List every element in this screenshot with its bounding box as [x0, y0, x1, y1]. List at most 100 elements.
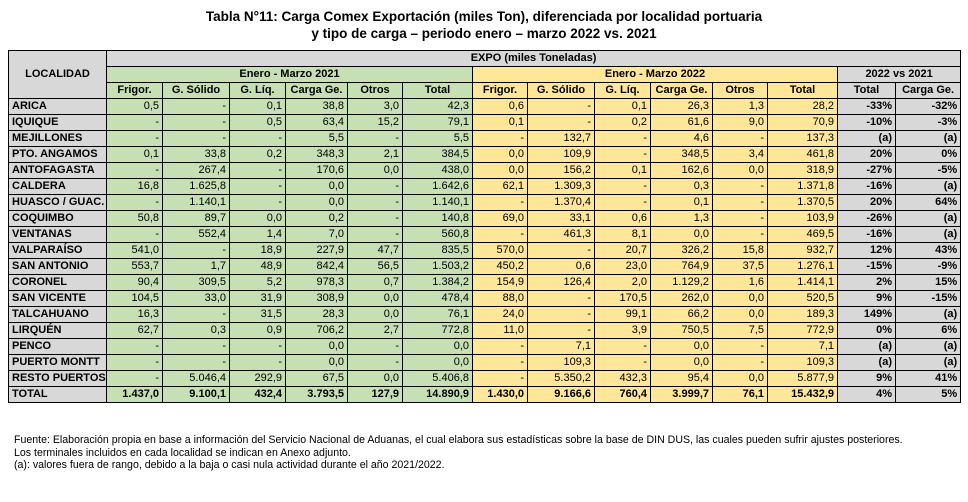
cell-2021: -	[347, 338, 403, 355]
cell-2022: -	[594, 146, 651, 163]
cell-2022: -	[594, 194, 651, 211]
cell-2022: -	[712, 194, 768, 211]
cell-2021: 79,1	[402, 114, 473, 131]
cell-2022: 62,1	[472, 178, 528, 195]
cell-2022: 0,0	[472, 146, 528, 163]
table-row: MEJILLONES - - -5,5-5,5-132,7-4,6-137,3 (a)(…	[8, 130, 962, 147]
cell-2022: -	[472, 130, 528, 147]
cell-comparison: -15%	[837, 258, 896, 275]
table-row: PENCO - - -0,0-0,0-7,1-0,0-7,1 (a) (a)	[8, 338, 962, 355]
cell-2022: 1.371,8	[767, 178, 838, 195]
col-header-2022: Frigor.	[472, 82, 528, 99]
cell-2021: 0,0	[347, 306, 403, 323]
cell-2022: 932,7	[767, 242, 838, 259]
cell-2022: 99,1	[594, 306, 651, 323]
cell-2022: -	[527, 98, 595, 115]
cell-2022: 88,0	[472, 290, 528, 307]
row-localidad: COQUIMBO	[8, 210, 107, 227]
cell-comparison: 9%	[837, 290, 896, 307]
col-header-2021: Total	[402, 82, 473, 99]
cell-2021: 47,7	[347, 242, 403, 259]
cell-2022: 461,8	[767, 146, 838, 163]
cell-comparison: (a)	[894, 130, 962, 147]
cell-comparison: 6%	[894, 322, 962, 339]
col-header-2022: G. Líq.	[594, 82, 651, 99]
cell-2022: 0,0	[712, 162, 768, 179]
cell-2021: 15,2	[347, 114, 403, 131]
cell-2022: 4,6	[650, 130, 713, 147]
cell-2021: -	[106, 114, 163, 131]
cell-2021: -	[162, 98, 230, 115]
cell-2021: 978,3	[285, 274, 348, 291]
col-header-comparison: Carga Ge.	[894, 82, 962, 99]
cell-comparison: 9%	[837, 370, 896, 387]
cell-2021: 18,9	[229, 242, 286, 259]
cell-comparison: (a)	[894, 354, 962, 371]
cell-2022: 9.166,6	[527, 386, 595, 403]
cell-comparison: 4%	[837, 386, 896, 403]
table-row: RESTO PUERTOS -5.046,4 292,9 67,5 0,0 5.406,8…	[8, 370, 962, 387]
cell-2022: -	[527, 114, 595, 131]
cell-2021: 0,0	[347, 370, 403, 387]
cell-comparison: -16%	[837, 178, 896, 195]
cell-2021: -	[347, 210, 403, 227]
cell-2022: 109,3	[767, 354, 838, 371]
cell-2021: 31,5	[229, 306, 286, 323]
cell-2022: 1,3	[712, 98, 768, 115]
cell-2022: 318,9	[767, 162, 838, 179]
cell-2021: 3,0	[347, 98, 403, 115]
cell-2022: 154,9	[472, 274, 528, 291]
row-localidad: RESTO PUERTOS	[8, 370, 107, 387]
cell-2022: 170,5	[594, 290, 651, 307]
header-comparison: 2022 vs 2021	[836, 66, 962, 83]
cell-2021: 62,7	[106, 322, 163, 339]
cell-2021: 0,5	[229, 114, 286, 131]
cell-2022: 2,0	[594, 274, 651, 291]
cell-2022: 326,2	[650, 242, 713, 259]
cell-2022: 0,6	[527, 258, 595, 275]
cell-2021: 842,4	[285, 258, 348, 275]
cell-comparison: 149%	[837, 306, 896, 323]
cell-2022: 760,4	[594, 386, 651, 403]
cell-2022: 1.276,1	[767, 258, 838, 275]
cell-2022: 348,5	[650, 146, 713, 163]
row-localidad: ARICA	[8, 98, 107, 115]
cell-2022: -	[712, 210, 768, 227]
row-localidad: IQUIQUE	[8, 114, 107, 131]
cell-2021: 0,0	[285, 178, 348, 195]
table-row: LIRQUÉN 62,7 0,3 0,9 706,2 2,7 772,8 11,0-3,9 75…	[8, 322, 962, 339]
col-header-2022: Otros	[712, 82, 768, 99]
cell-2022: 0,0	[650, 354, 713, 371]
cell-2022: -	[594, 338, 651, 355]
cell-2021: -	[162, 338, 230, 355]
cell-2021: 1.140,1	[162, 194, 230, 211]
cell-2022: 262,0	[650, 290, 713, 307]
cell-comparison: 5%	[894, 386, 962, 403]
row-localidad: ANTOFAGASTA	[8, 162, 107, 179]
cell-2021: 1,7	[162, 258, 230, 275]
cell-comparison: 64%	[894, 194, 962, 211]
cell-2021: 5,5	[285, 130, 348, 147]
cell-2022: 461,3	[527, 226, 595, 243]
cell-2022: 126,4	[527, 274, 595, 291]
cell-2022: -	[712, 226, 768, 243]
cell-2022: -	[472, 194, 528, 211]
cell-2022: 0,6	[594, 210, 651, 227]
cell-2021: -	[347, 130, 403, 147]
cell-2022: 23,0	[594, 258, 651, 275]
cell-comparison: -9%	[894, 258, 962, 275]
cell-2022: 103,9	[767, 210, 838, 227]
table-title: Tabla N°11: Carga Comex Exportación (mil…	[0, 0, 968, 42]
cell-2021: 42,3	[402, 98, 473, 115]
cell-comparison: 41%	[894, 370, 962, 387]
col-header-2021: Frigor.	[106, 82, 163, 99]
col-header-comparison: Total	[837, 82, 896, 99]
cell-2021: 267,4	[162, 162, 230, 179]
header-expo: EXPO (miles Toneladas)	[105, 50, 962, 67]
cell-2022: 33,1	[527, 210, 595, 227]
cell-comparison: (a)	[894, 338, 962, 355]
cell-2021: 5.046,4	[162, 370, 230, 387]
cell-2021: 706,2	[285, 322, 348, 339]
cell-2021: 5,2	[229, 274, 286, 291]
